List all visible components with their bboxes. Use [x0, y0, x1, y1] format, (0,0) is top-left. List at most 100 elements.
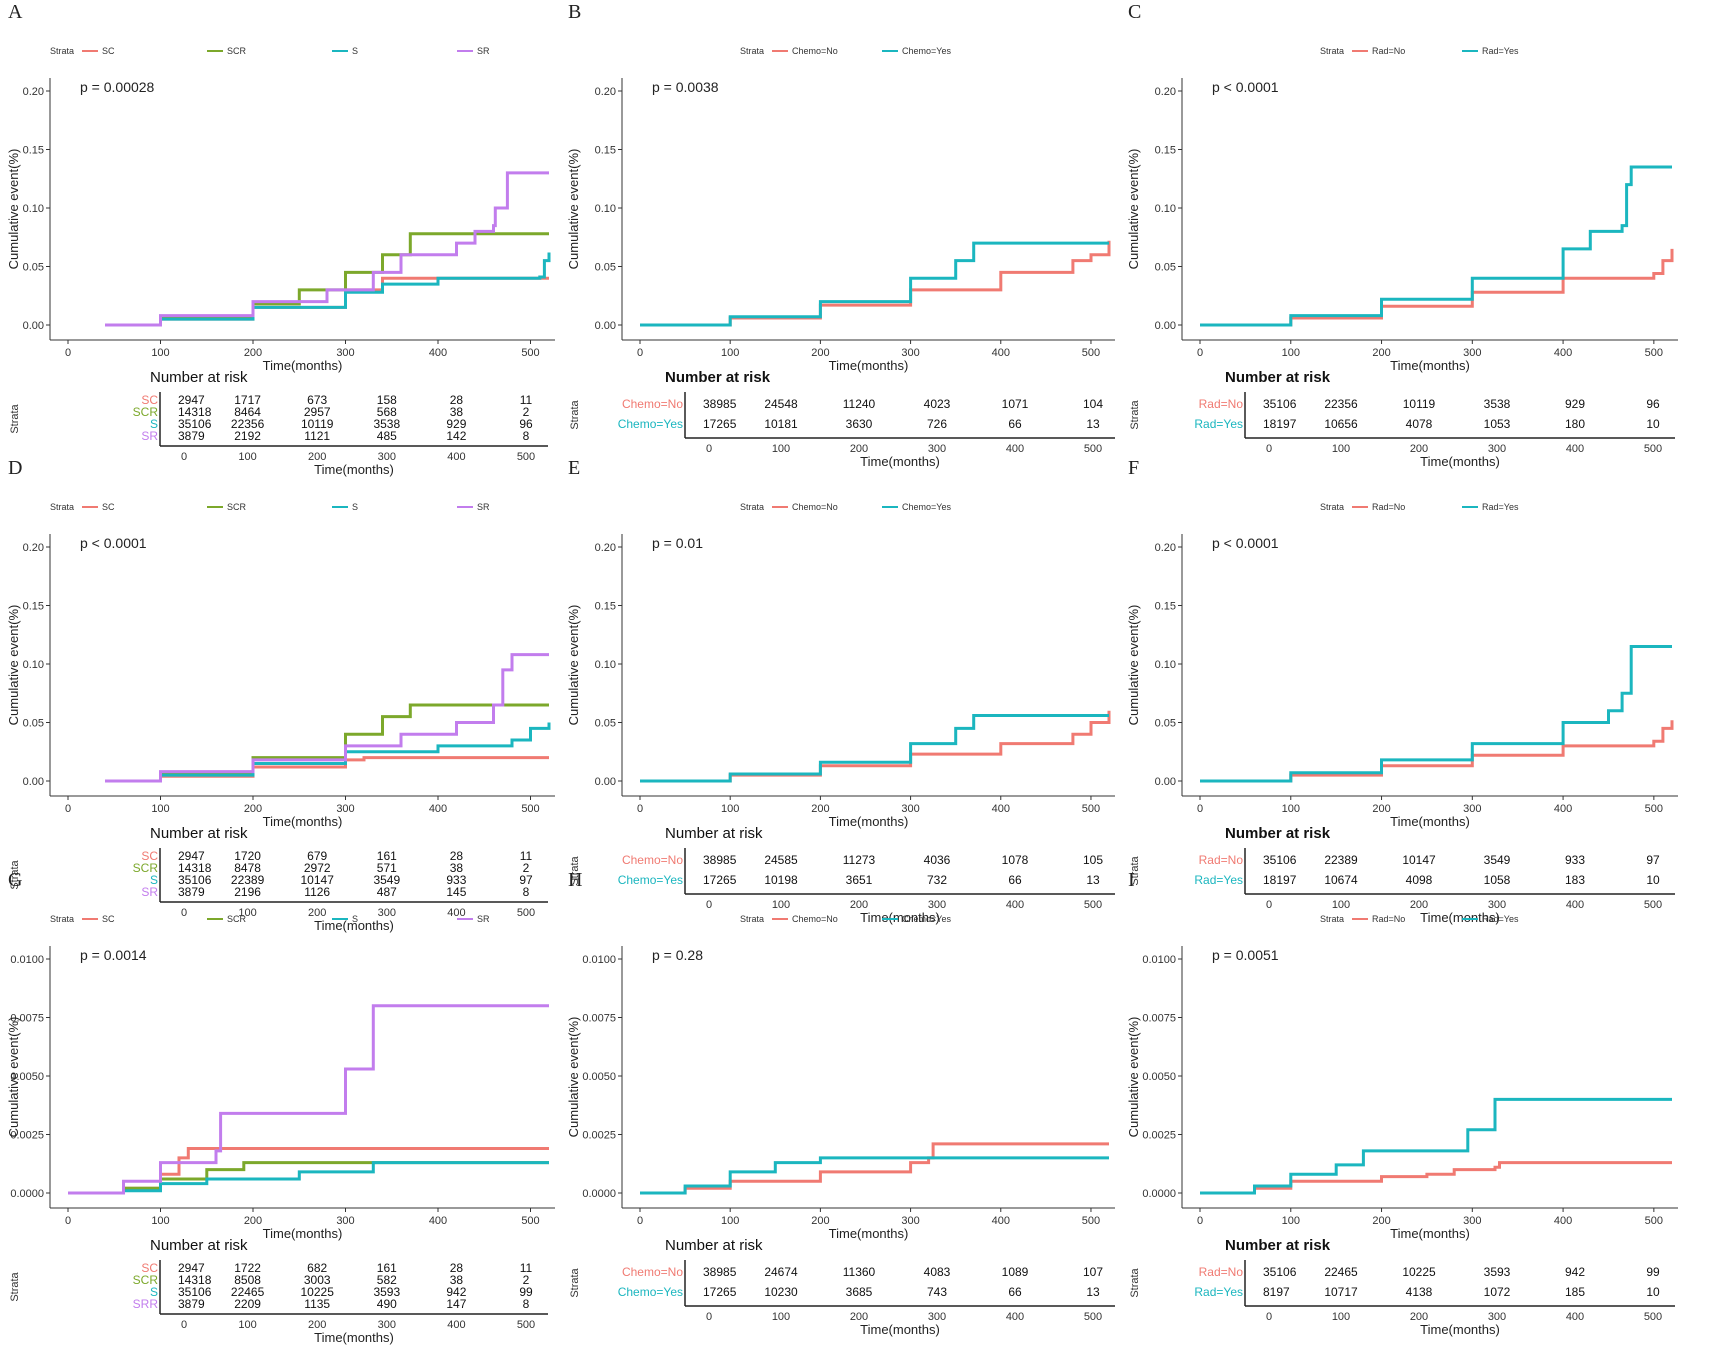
- risk-row-label: SR: [141, 429, 158, 443]
- risk-x-tick-label: 400: [447, 451, 465, 463]
- risk-cell: 18197: [1263, 873, 1297, 887]
- risk-cell: 10: [1646, 873, 1660, 887]
- risk-cell: 4138: [1406, 1285, 1433, 1299]
- legend-entry: SC: [102, 914, 115, 924]
- y-tick-label: 0.15: [1155, 601, 1176, 613]
- x-tick-label: 500: [1645, 803, 1663, 815]
- x-tick-label: 500: [521, 803, 539, 815]
- risk-row-label: Chemo=Yes: [618, 873, 683, 887]
- risk-x-tick-label: 500: [1644, 899, 1662, 911]
- legend-entry: Rad=Yes: [1482, 502, 1519, 512]
- x-tick-label: 300: [1463, 1215, 1481, 1227]
- x-tick-label: 300: [1463, 347, 1481, 359]
- x-tick-label: 300: [336, 1215, 354, 1227]
- legend-strata-label: Strata: [1320, 46, 1344, 56]
- risk-cell: 38: [450, 861, 464, 875]
- risk-cell: 104: [1083, 397, 1103, 411]
- y-tick-label: 0.05: [595, 718, 616, 730]
- x-tick-label: 400: [1554, 803, 1572, 815]
- risk-cell: 35106: [1263, 853, 1297, 867]
- risk-x-tick-label: 500: [517, 1319, 535, 1331]
- curve-no: [640, 710, 1111, 783]
- x-tick-label: 400: [1554, 1215, 1572, 1227]
- y-axis-title: Cumulative event(%): [1126, 605, 1141, 726]
- risk-x-tick-label: 500: [1644, 1311, 1662, 1323]
- risk-x-tick-label: 400: [1566, 1311, 1584, 1323]
- x-tick-label: 400: [429, 347, 447, 359]
- risk-cell: 1058: [1484, 873, 1511, 887]
- x-tick-label: 0: [65, 803, 71, 815]
- x-tick-label: 500: [1645, 1215, 1663, 1227]
- risk-cell: 2947: [178, 849, 205, 863]
- risk-cell: 933: [1565, 853, 1585, 867]
- risk-cell: 18197: [1263, 417, 1297, 431]
- curve-yes: [640, 1156, 1109, 1195]
- risk-cell: 11360: [843, 1265, 876, 1279]
- risk-cell: 35106: [1263, 397, 1297, 411]
- y-tick-label: 0.20: [595, 542, 616, 554]
- curve-yes: [1200, 1097, 1672, 1195]
- risk-cell: 66: [1008, 873, 1022, 887]
- risk-x-tick-label: 100: [238, 907, 256, 919]
- risk-cell: 38985: [703, 397, 737, 411]
- risk-cell: 38: [450, 1273, 464, 1287]
- legend-entry: SC: [102, 46, 115, 56]
- risk-cell: 142: [446, 429, 466, 443]
- risk-table-title: Number at risk: [1225, 1237, 1331, 1254]
- y-tick-label: 0.15: [595, 145, 616, 157]
- risk-x-tick-label: 300: [928, 1311, 946, 1323]
- x-tick-label: 0: [65, 347, 71, 359]
- risk-x-tick-label: 300: [378, 1319, 396, 1331]
- risk-cell: 929: [446, 417, 466, 431]
- risk-cell: 4083: [924, 1265, 951, 1279]
- legend: Strata SC SCR S SR: [50, 914, 490, 924]
- risk-cell: 10147: [301, 873, 335, 887]
- risk-cell: 1089: [1002, 1265, 1029, 1279]
- risk-cell: 8: [523, 1297, 530, 1311]
- y-axis-title: Cumulative event(%): [6, 605, 21, 726]
- risk-cell: 942: [1565, 1265, 1585, 1279]
- p-value: p < 0.0001: [1212, 79, 1279, 95]
- risk-strata-label: Strata: [9, 1271, 21, 1301]
- risk-cell: 1121: [304, 429, 330, 443]
- risk-cell: 487: [377, 885, 397, 899]
- legend-entry: SR: [477, 502, 490, 512]
- risk-x-tick-label: 200: [308, 451, 326, 463]
- risk-x-tick-label: 200: [308, 907, 326, 919]
- risk-row-label: SC: [141, 849, 158, 863]
- legend-strata-label: Strata: [740, 502, 764, 512]
- legend-entry: S: [352, 914, 358, 924]
- legend-strata-label: Strata: [50, 914, 74, 924]
- risk-cell: 2: [523, 1273, 530, 1287]
- risk-x-axis-title: Time(months): [860, 910, 940, 925]
- panel-letter: B: [568, 1, 581, 23]
- x-tick-label: 200: [244, 1215, 262, 1227]
- risk-cell: 1722: [234, 1261, 261, 1275]
- risk-cell: 38985: [703, 853, 737, 867]
- risk-row-label: S: [150, 417, 158, 431]
- panel-letter: F: [1128, 457, 1139, 479]
- risk-cell: 673: [307, 393, 327, 407]
- risk-x-axis-title: Time(months): [1420, 454, 1500, 469]
- legend-entry: SC: [102, 502, 115, 512]
- risk-x-axis-title: Time(months): [1420, 1322, 1500, 1337]
- legend-strata-label: Strata: [50, 502, 74, 512]
- risk-cell: 183: [1565, 873, 1585, 887]
- risk-row-label: SRR: [133, 1297, 159, 1311]
- y-tick-label: 0.00: [1155, 776, 1176, 788]
- risk-cell: 11: [520, 849, 533, 863]
- risk-cell: 8: [523, 885, 530, 899]
- legend-entry: Rad=No: [1372, 914, 1405, 924]
- risk-x-axis-title: Time(months): [314, 462, 394, 477]
- y-tick-label: 0.00: [595, 776, 616, 788]
- x-axis-title: Time(months): [829, 814, 909, 829]
- risk-table-title: Number at risk: [665, 825, 763, 842]
- risk-cell: 66: [1008, 1285, 1022, 1299]
- y-axis-title: Cumulative event(%): [566, 605, 581, 726]
- curve-scr: [68, 1161, 549, 1195]
- x-tick-label: 200: [244, 347, 262, 359]
- legend-entry: Chemo=Yes: [902, 502, 951, 512]
- risk-cell: 3538: [373, 417, 400, 431]
